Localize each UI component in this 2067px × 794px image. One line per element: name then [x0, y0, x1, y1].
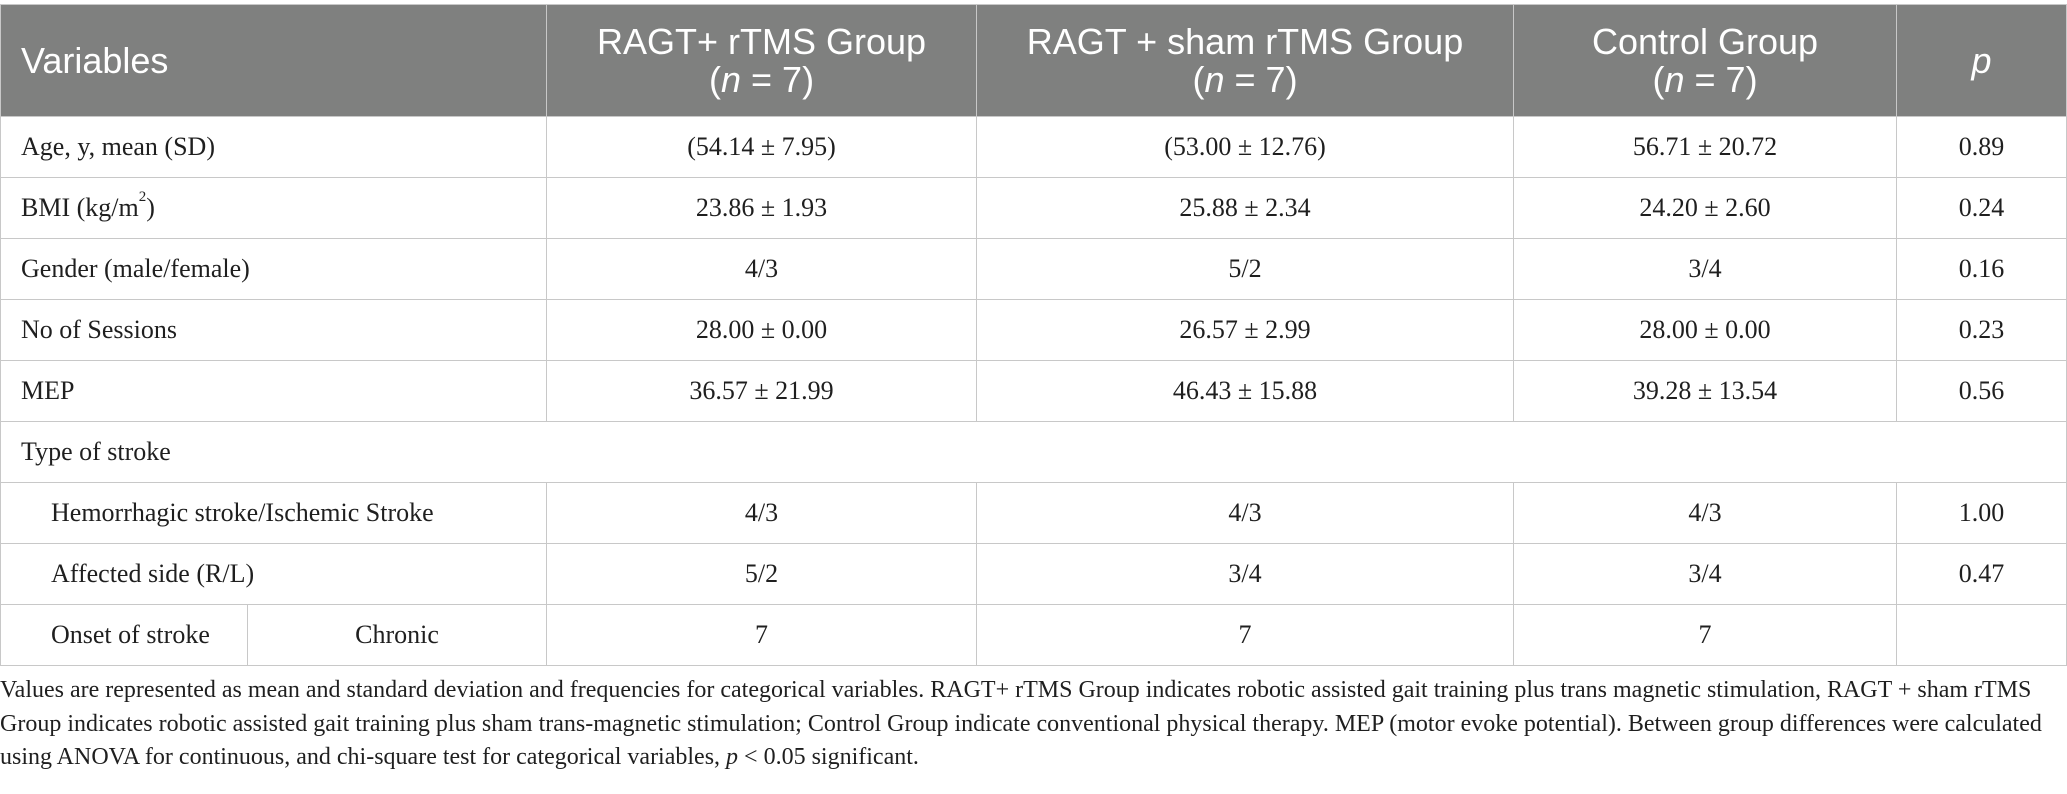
bmi-label-suffix: ): [146, 193, 155, 222]
cell-g3: 3/4: [1513, 238, 1898, 300]
n-value: = 7: [741, 58, 803, 100]
table-section-row: Type of stroke: [0, 421, 2067, 483]
header-group-ragt-sham: RAGT + sham rTMS Group (n = 7): [976, 4, 1515, 117]
cell-g1: 28.00 ± 0.00: [546, 299, 978, 361]
header-p-value: p: [1896, 4, 2067, 117]
cell-p: 1.00: [1896, 482, 2067, 544]
cell-p: 0.89: [1896, 116, 2067, 178]
header-variables: Variables: [0, 4, 548, 117]
row-label: Age, y, mean (SD): [0, 116, 548, 178]
row-label: BMI (kg/m2): [0, 177, 548, 239]
cell-g3: 4/3: [1513, 482, 1898, 544]
row-label: Affected side (R/L): [0, 543, 548, 605]
row-sublabel: Chronic: [246, 604, 548, 666]
cell-g1: 5/2: [546, 543, 978, 605]
cell-g2: 5/2: [976, 238, 1515, 300]
cell-g3: 7: [1513, 604, 1898, 666]
table-row: Age, y, mean (SD) (54.14 ± 7.95) (53.00 …: [0, 116, 2067, 178]
cell-g1: 7: [546, 604, 978, 666]
cell-g3: 39.28 ± 13.54: [1513, 360, 1898, 422]
n-symbol: n: [720, 58, 741, 100]
n-value: = 7: [1684, 58, 1746, 100]
n-symbol: n: [1204, 58, 1225, 100]
header-row: Variables RAGT+ rTMS Group (n = 7) RAGT …: [0, 4, 2067, 117]
cell-g1: 4/3: [546, 482, 978, 544]
cell-p: 0.16: [1896, 238, 2067, 300]
cell-p: 0.56: [1896, 360, 2067, 422]
table-row: BMI (kg/m2) 23.86 ± 1.93 25.88 ± 2.34 24…: [0, 177, 2067, 239]
n-value: = 7: [1224, 58, 1286, 100]
header-group-control: Control Group (n = 7): [1513, 4, 1898, 117]
group-name: RAGT+ rTMS Group: [596, 20, 927, 62]
footnote-threshold: < 0.05 significant.: [738, 744, 919, 770]
bmi-label-superscript: 2: [138, 189, 147, 205]
table-row: No of Sessions 28.00 ± 0.00 26.57 ± 2.99…: [0, 299, 2067, 361]
row-label: Gender (male/female): [0, 238, 548, 300]
bmi-label-prefix: BMI (kg/m: [21, 193, 139, 222]
header-group-ragt-rtms: RAGT+ rTMS Group (n = 7): [546, 4, 978, 117]
baseline-characteristics-table: Variables RAGT+ rTMS Group (n = 7) RAGT …: [0, 4, 2067, 666]
group-name: RAGT + sham rTMS Group: [1026, 20, 1464, 62]
cell-g1: (54.14 ± 7.95): [546, 116, 978, 178]
row-label: Hemorrhagic stroke/Ischemic Stroke: [0, 482, 548, 544]
table-footnote: Values are represented as mean and stand…: [0, 674, 2060, 775]
cell-p: 0.47: [1896, 543, 2067, 605]
table-row: Gender (male/female) 4/3 5/2 3/4 0.16: [0, 238, 2067, 300]
cell-g1: 4/3: [546, 238, 978, 300]
cell-g3: 56.71 ± 20.72: [1513, 116, 1898, 178]
cell-g3: 3/4: [1513, 543, 1898, 605]
cell-g2: 3/4: [976, 543, 1515, 605]
cell-g1: 23.86 ± 1.93: [546, 177, 978, 239]
cell-g2: (53.00 ± 12.76): [976, 116, 1515, 178]
n-symbol: n: [1664, 58, 1685, 100]
cell-p: 0.23: [1896, 299, 2067, 361]
cell-g1: 36.57 ± 21.99: [546, 360, 978, 422]
table-row: Hemorrhagic stroke/Ischemic Stroke 4/3 4…: [0, 482, 2067, 544]
section-label-type-of-stroke: Type of stroke: [0, 421, 2067, 483]
row-label: Onset of stroke: [0, 604, 248, 666]
cell-g3: 24.20 ± 2.60: [1513, 177, 1898, 239]
cell-g2: 7: [976, 604, 1515, 666]
group-name: Control Group: [1591, 20, 1819, 62]
cell-g2: 4/3: [976, 482, 1515, 544]
cell-g3: 28.00 ± 0.00: [1513, 299, 1898, 361]
table-row: MEP 36.57 ± 21.99 46.43 ± 15.88 39.28 ± …: [0, 360, 2067, 422]
row-label: MEP: [0, 360, 548, 422]
footnote-text: Values are represented as mean and stand…: [0, 677, 2042, 770]
row-label: No of Sessions: [0, 299, 548, 361]
cell-p: [1896, 604, 2067, 666]
cell-g2: 25.88 ± 2.34: [976, 177, 1515, 239]
cell-p: 0.24: [1896, 177, 2067, 239]
cell-g2: 26.57 ± 2.99: [976, 299, 1515, 361]
table-row: Onset of stroke Chronic 7 7 7: [0, 604, 2067, 666]
table-row: Affected side (R/L) 5/2 3/4 3/4 0.47: [0, 543, 2067, 605]
footnote-p-symbol: p: [726, 744, 739, 770]
cell-g2: 46.43 ± 15.88: [976, 360, 1515, 422]
